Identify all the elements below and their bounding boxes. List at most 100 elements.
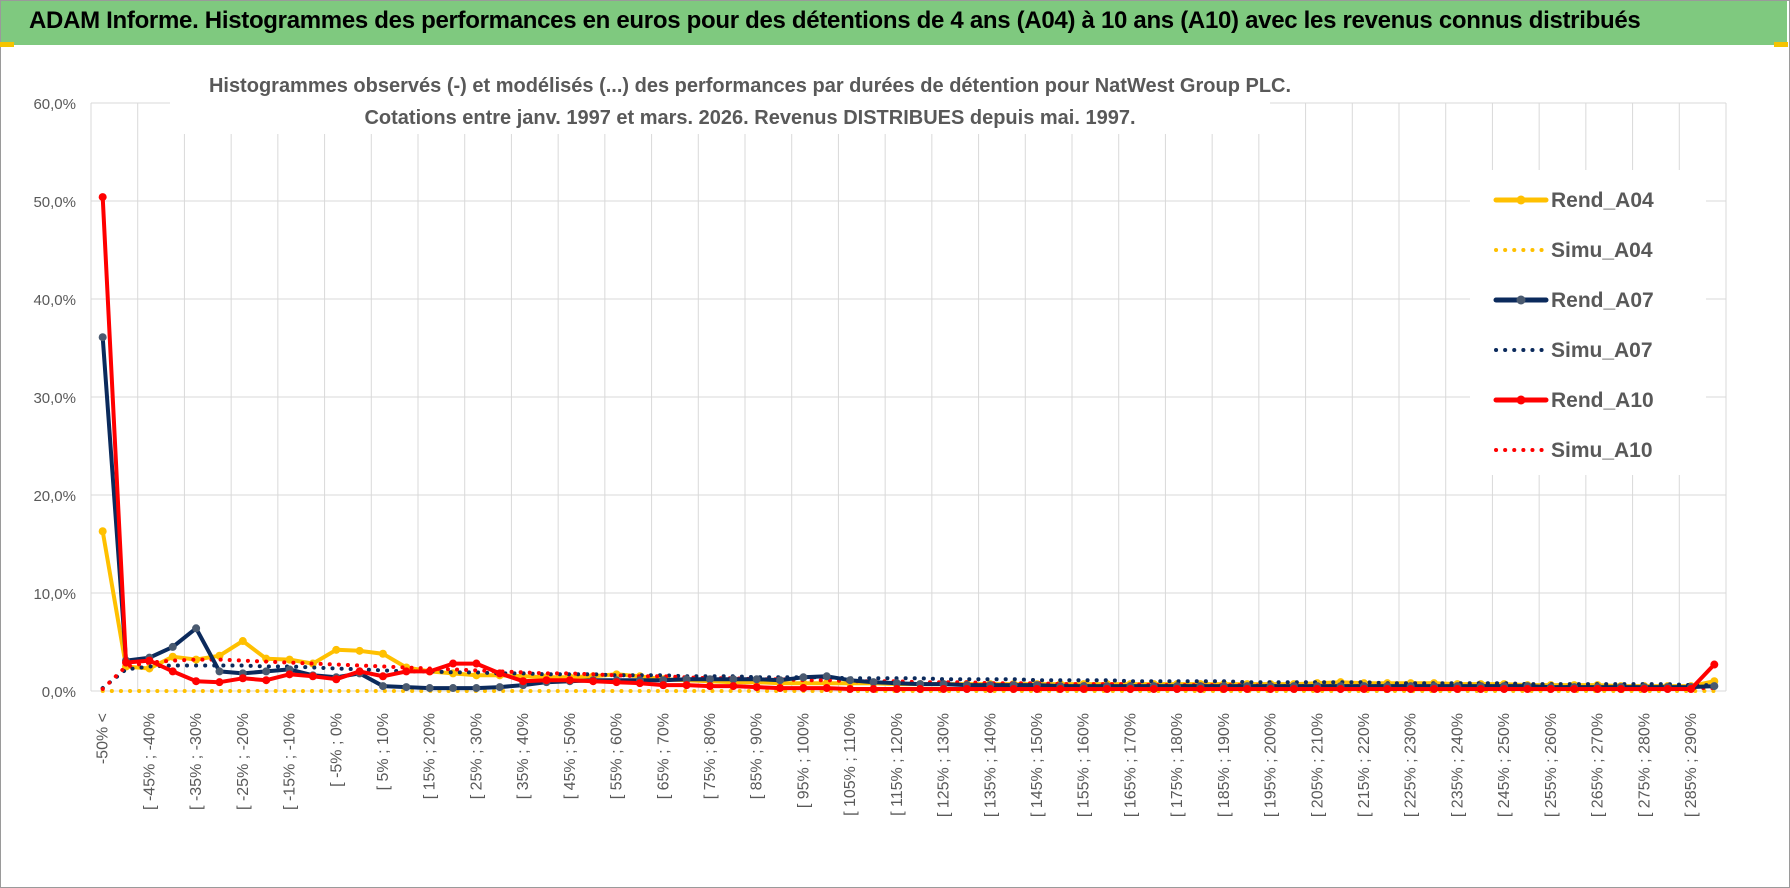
data-point	[635, 679, 644, 688]
legend-label: Simu_A07	[1551, 339, 1653, 362]
data-point	[355, 646, 364, 655]
series-line-rend_a10	[100, 195, 1717, 691]
x-tick-label: [ 185% ; 190%	[1216, 713, 1233, 817]
data-point	[425, 667, 434, 676]
data-point	[752, 683, 761, 692]
x-tick-label: [ 55% ; 60%	[609, 713, 626, 799]
x-tick-label: -50% <	[95, 713, 112, 764]
data-point	[1126, 685, 1135, 694]
series-lines	[98, 193, 1719, 694]
y-tick-label: 50,0%	[33, 194, 76, 211]
x-tick-label: [ 105% ; 110%	[842, 713, 859, 816]
y-axis-labels: 0,0% 10,0% 20,0% 30,0% 40,0% 50,0% 60,0%	[33, 96, 76, 701]
data-point	[449, 659, 458, 668]
data-point	[1710, 660, 1719, 669]
data-point	[682, 681, 691, 690]
data-point	[1663, 685, 1672, 694]
legend-label: Rend_A07	[1551, 289, 1654, 312]
x-tick-label: [ 165% ; 170%	[1122, 713, 1139, 817]
x-tick-label: [ 75% ; 80%	[702, 713, 719, 799]
data-point	[589, 677, 598, 686]
x-tick-label: [ -5% ; 0%	[328, 713, 345, 787]
data-point	[705, 675, 714, 684]
data-point	[1079, 685, 1088, 694]
x-tick-label: [ 265% ; 270%	[1590, 713, 1607, 817]
data-point	[402, 667, 411, 676]
data-point	[519, 677, 528, 686]
data-point	[1173, 685, 1182, 694]
x-tick-label: [ -35% ; -30%	[188, 713, 205, 810]
data-point	[215, 678, 224, 687]
data-point	[1570, 685, 1579, 694]
data-point	[472, 659, 481, 668]
x-tick-label: [ 25% ; 30%	[468, 713, 485, 799]
banner-title: ADAM Informe. Histogrammes des performan…	[29, 7, 1641, 34]
data-point	[565, 676, 574, 685]
corner-mark-right	[1774, 42, 1788, 47]
data-point	[1500, 685, 1509, 694]
data-point	[659, 681, 668, 690]
data-point	[752, 675, 761, 684]
data-point	[1149, 685, 1158, 694]
data-point	[332, 645, 341, 654]
y-tick-label: 30,0%	[33, 390, 76, 407]
legend-marker	[1516, 395, 1526, 405]
data-point	[682, 675, 691, 684]
y-tick-label: 40,0%	[33, 292, 76, 309]
data-point	[869, 678, 878, 687]
x-tick-label: [ 285% ; 290%	[1683, 713, 1700, 817]
series-line-rend_a07	[100, 335, 1717, 691]
data-point	[472, 684, 481, 693]
x-tick-label: [ 155% ; 160%	[1076, 713, 1093, 817]
data-point	[1593, 685, 1602, 694]
data-point	[1032, 685, 1041, 694]
data-point	[378, 672, 387, 681]
data-point	[612, 678, 621, 687]
data-point	[168, 667, 177, 676]
data-point	[192, 655, 201, 664]
x-tick-label: [ 275% ; 280%	[1636, 713, 1653, 817]
legend: Rend_A04 Simu_A04 Rend_A07 Simu_A07 Rend_A10…	[1493, 189, 1654, 462]
data-point	[1196, 685, 1205, 694]
x-tick-label: [ 225% ; 230%	[1403, 713, 1420, 817]
data-point	[729, 682, 738, 691]
data-point	[892, 679, 901, 688]
data-point	[449, 684, 458, 693]
data-point	[822, 684, 831, 693]
data-point	[869, 685, 878, 694]
x-tick-label: [ 5% ; 10%	[375, 713, 392, 790]
chart-title-line2: Cotations entre janv. 1997 et mars. 2026…	[364, 107, 1135, 129]
x-tick-label: [ 35% ; 40%	[515, 713, 532, 799]
x-tick-label: [ 15% ; 20%	[422, 713, 439, 799]
x-tick-label: [ 135% ; 140%	[982, 713, 999, 817]
data-point	[776, 684, 785, 693]
data-point	[1430, 685, 1439, 694]
data-point	[1219, 685, 1228, 694]
data-point	[1710, 682, 1719, 691]
data-point	[705, 682, 714, 691]
data-point	[1359, 685, 1368, 694]
data-point	[986, 685, 995, 694]
x-tick-label: [ 215% ; 220%	[1356, 713, 1373, 817]
data-point	[1313, 685, 1322, 694]
data-point	[285, 655, 294, 664]
title-banner: ADAM Informe. Histogrammes des performan…	[1, 1, 1787, 45]
data-point	[799, 684, 808, 693]
data-point	[98, 527, 107, 536]
legend-background	[1470, 170, 1706, 475]
data-point	[98, 193, 107, 202]
data-point	[285, 670, 294, 679]
data-point	[262, 667, 271, 676]
data-point	[892, 685, 901, 694]
data-point	[215, 667, 224, 676]
data-point	[1640, 685, 1649, 694]
data-point	[1266, 685, 1275, 694]
data-point	[916, 685, 925, 694]
data-point	[1453, 685, 1462, 694]
data-point	[215, 651, 224, 660]
data-point	[495, 683, 504, 692]
y-tick-label: 0,0%	[42, 684, 76, 701]
x-tick-label: [ -15% ; -10%	[282, 713, 299, 810]
x-tick-label: [ -45% ; -40%	[141, 713, 158, 810]
data-point	[238, 674, 247, 683]
